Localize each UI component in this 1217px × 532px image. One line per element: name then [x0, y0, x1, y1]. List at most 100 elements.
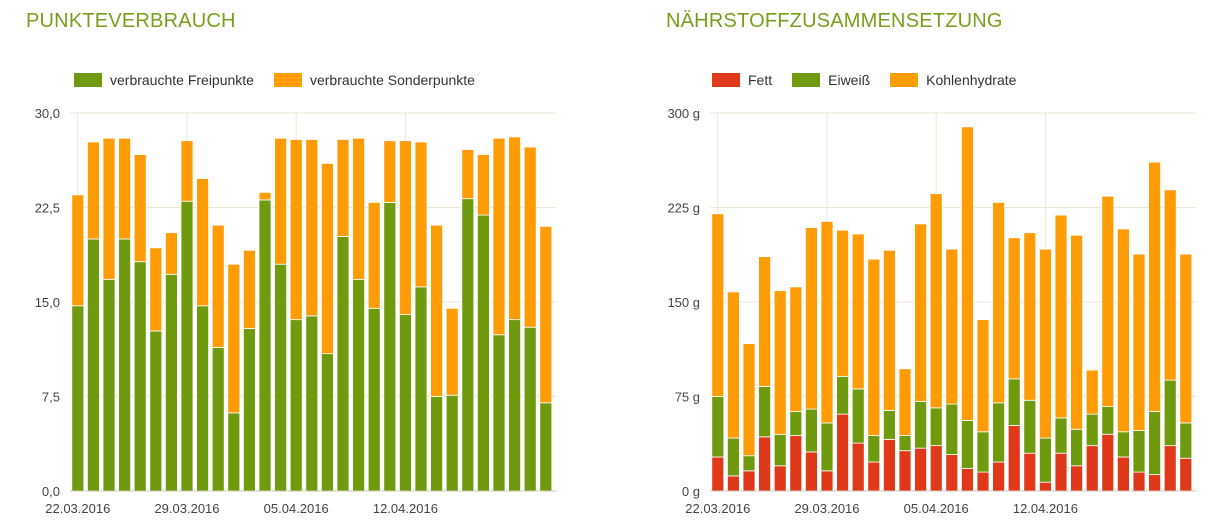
- bar-segment[interactable]: [929, 407, 943, 447]
- bar-segment[interactable]: [727, 475, 740, 492]
- bar-segment[interactable]: [476, 154, 490, 216]
- bar-segment[interactable]: [1179, 457, 1193, 492]
- bar-segment[interactable]: [1163, 189, 1177, 381]
- bar-segment[interactable]: [414, 141, 428, 288]
- bar-segment[interactable]: [523, 146, 537, 328]
- bar-segment[interactable]: [1148, 161, 1161, 413]
- bar-segment[interactable]: [492, 137, 506, 336]
- bar-segment[interactable]: [1132, 430, 1146, 473]
- bar-segment[interactable]: [1054, 417, 1068, 454]
- bar-segment[interactable]: [523, 326, 537, 492]
- bar-segment[interactable]: [1070, 428, 1084, 467]
- bar-segment[interactable]: [149, 247, 163, 332]
- bar-segment[interactable]: [836, 413, 850, 492]
- bar-segment[interactable]: [352, 137, 366, 280]
- bar-segment[interactable]: [258, 199, 272, 492]
- bar-segment[interactable]: [1023, 232, 1037, 401]
- bar-segment[interactable]: [118, 137, 131, 240]
- bar-segment[interactable]: [773, 433, 787, 467]
- bar-segment[interactable]: [1007, 237, 1021, 380]
- bar-segment[interactable]: [1101, 195, 1115, 407]
- bar-segment[interactable]: [1007, 378, 1021, 426]
- bar-segment[interactable]: [867, 461, 881, 492]
- bar-segment[interactable]: [149, 330, 163, 492]
- bar-segment[interactable]: [742, 455, 756, 472]
- bar-segment[interactable]: [274, 137, 288, 265]
- bar-segment[interactable]: [102, 278, 116, 492]
- bar-segment[interactable]: [1085, 369, 1099, 415]
- bar-segment[interactable]: [87, 141, 100, 240]
- bar-segment[interactable]: [102, 137, 116, 280]
- bar-segment[interactable]: [1132, 253, 1146, 431]
- bar-segment[interactable]: [851, 388, 865, 444]
- bar-segment[interactable]: [976, 431, 990, 473]
- bar-segment[interactable]: [1070, 465, 1084, 492]
- bar-segment[interactable]: [1163, 445, 1177, 492]
- bar-segment[interactable]: [742, 470, 756, 492]
- bar-segment[interactable]: [789, 435, 803, 492]
- bar-segment[interactable]: [914, 447, 928, 492]
- bar-segment[interactable]: [180, 200, 194, 492]
- bar-segment[interactable]: [992, 461, 1006, 492]
- bar-segment[interactable]: [945, 248, 959, 405]
- bar-segment[interactable]: [820, 220, 834, 424]
- bar-segment[interactable]: [945, 403, 959, 455]
- bar-segment[interactable]: [898, 450, 912, 492]
- bar-segment[interactable]: [367, 307, 381, 492]
- bar-segment[interactable]: [476, 214, 490, 492]
- bar-segment[interactable]: [773, 465, 787, 492]
- bar-segment[interactable]: [508, 319, 522, 492]
- bar-segment[interactable]: [804, 451, 818, 492]
- bar-segment[interactable]: [1148, 474, 1161, 492]
- bar-segment[interactable]: [398, 314, 412, 492]
- bar-segment[interactable]: [320, 162, 334, 355]
- bar-segment[interactable]: [398, 140, 412, 316]
- bar-segment[interactable]: [1023, 452, 1037, 492]
- bar-segment[interactable]: [492, 334, 506, 492]
- bar-segment[interactable]: [742, 343, 756, 457]
- bar-segment[interactable]: [414, 286, 428, 492]
- bar-segment[interactable]: [804, 408, 818, 453]
- bar-segment[interactable]: [1054, 214, 1068, 419]
- bar-segment[interactable]: [992, 202, 1006, 404]
- bar-segment[interactable]: [1038, 248, 1052, 439]
- bar-segment[interactable]: [867, 258, 881, 436]
- bar-segment[interactable]: [383, 140, 397, 203]
- bar-segment[interactable]: [727, 437, 740, 477]
- bar-segment[interactable]: [367, 202, 381, 309]
- legend-item-protein[interactable]: Eiweiß: [792, 72, 870, 88]
- bar-segment[interactable]: [1101, 406, 1115, 435]
- bar-segment[interactable]: [242, 328, 256, 492]
- bar-segment[interactable]: [711, 213, 725, 397]
- bar-segment[interactable]: [1085, 445, 1099, 492]
- bar-segment[interactable]: [867, 435, 881, 463]
- bar-segment[interactable]: [87, 238, 100, 492]
- bar-segment[interactable]: [851, 233, 865, 390]
- bar-segment[interactable]: [1007, 425, 1021, 492]
- bar-segment[interactable]: [1054, 452, 1068, 492]
- bar-segment[interactable]: [804, 227, 818, 410]
- bar-segment[interactable]: [305, 139, 319, 317]
- bar-segment[interactable]: [289, 139, 303, 321]
- bar-segment[interactable]: [960, 420, 974, 469]
- bar-segment[interactable]: [1085, 413, 1099, 447]
- bar-segment[interactable]: [211, 224, 225, 348]
- bar-segment[interactable]: [71, 305, 85, 492]
- bar-segment[interactable]: [929, 193, 943, 409]
- bar-segment[interactable]: [196, 178, 210, 307]
- bar-segment[interactable]: [914, 401, 928, 449]
- bar-segment[interactable]: [1023, 399, 1037, 454]
- bar-segment[interactable]: [1132, 471, 1146, 492]
- bar-segment[interactable]: [336, 139, 350, 237]
- bar-segment[interactable]: [914, 223, 928, 402]
- bar-segment[interactable]: [242, 249, 256, 329]
- bar-segment[interactable]: [289, 319, 303, 492]
- bar-segment[interactable]: [1070, 234, 1084, 430]
- bar-segment[interactable]: [1116, 228, 1130, 433]
- bar-segment[interactable]: [882, 438, 896, 492]
- bar-segment[interactable]: [836, 375, 850, 415]
- bar-segment[interactable]: [164, 273, 178, 492]
- legend-item-free-points[interactable]: verbrauchte Freipunkte: [74, 72, 254, 88]
- bar-segment[interactable]: [820, 470, 834, 492]
- bar-segment[interactable]: [445, 394, 459, 492]
